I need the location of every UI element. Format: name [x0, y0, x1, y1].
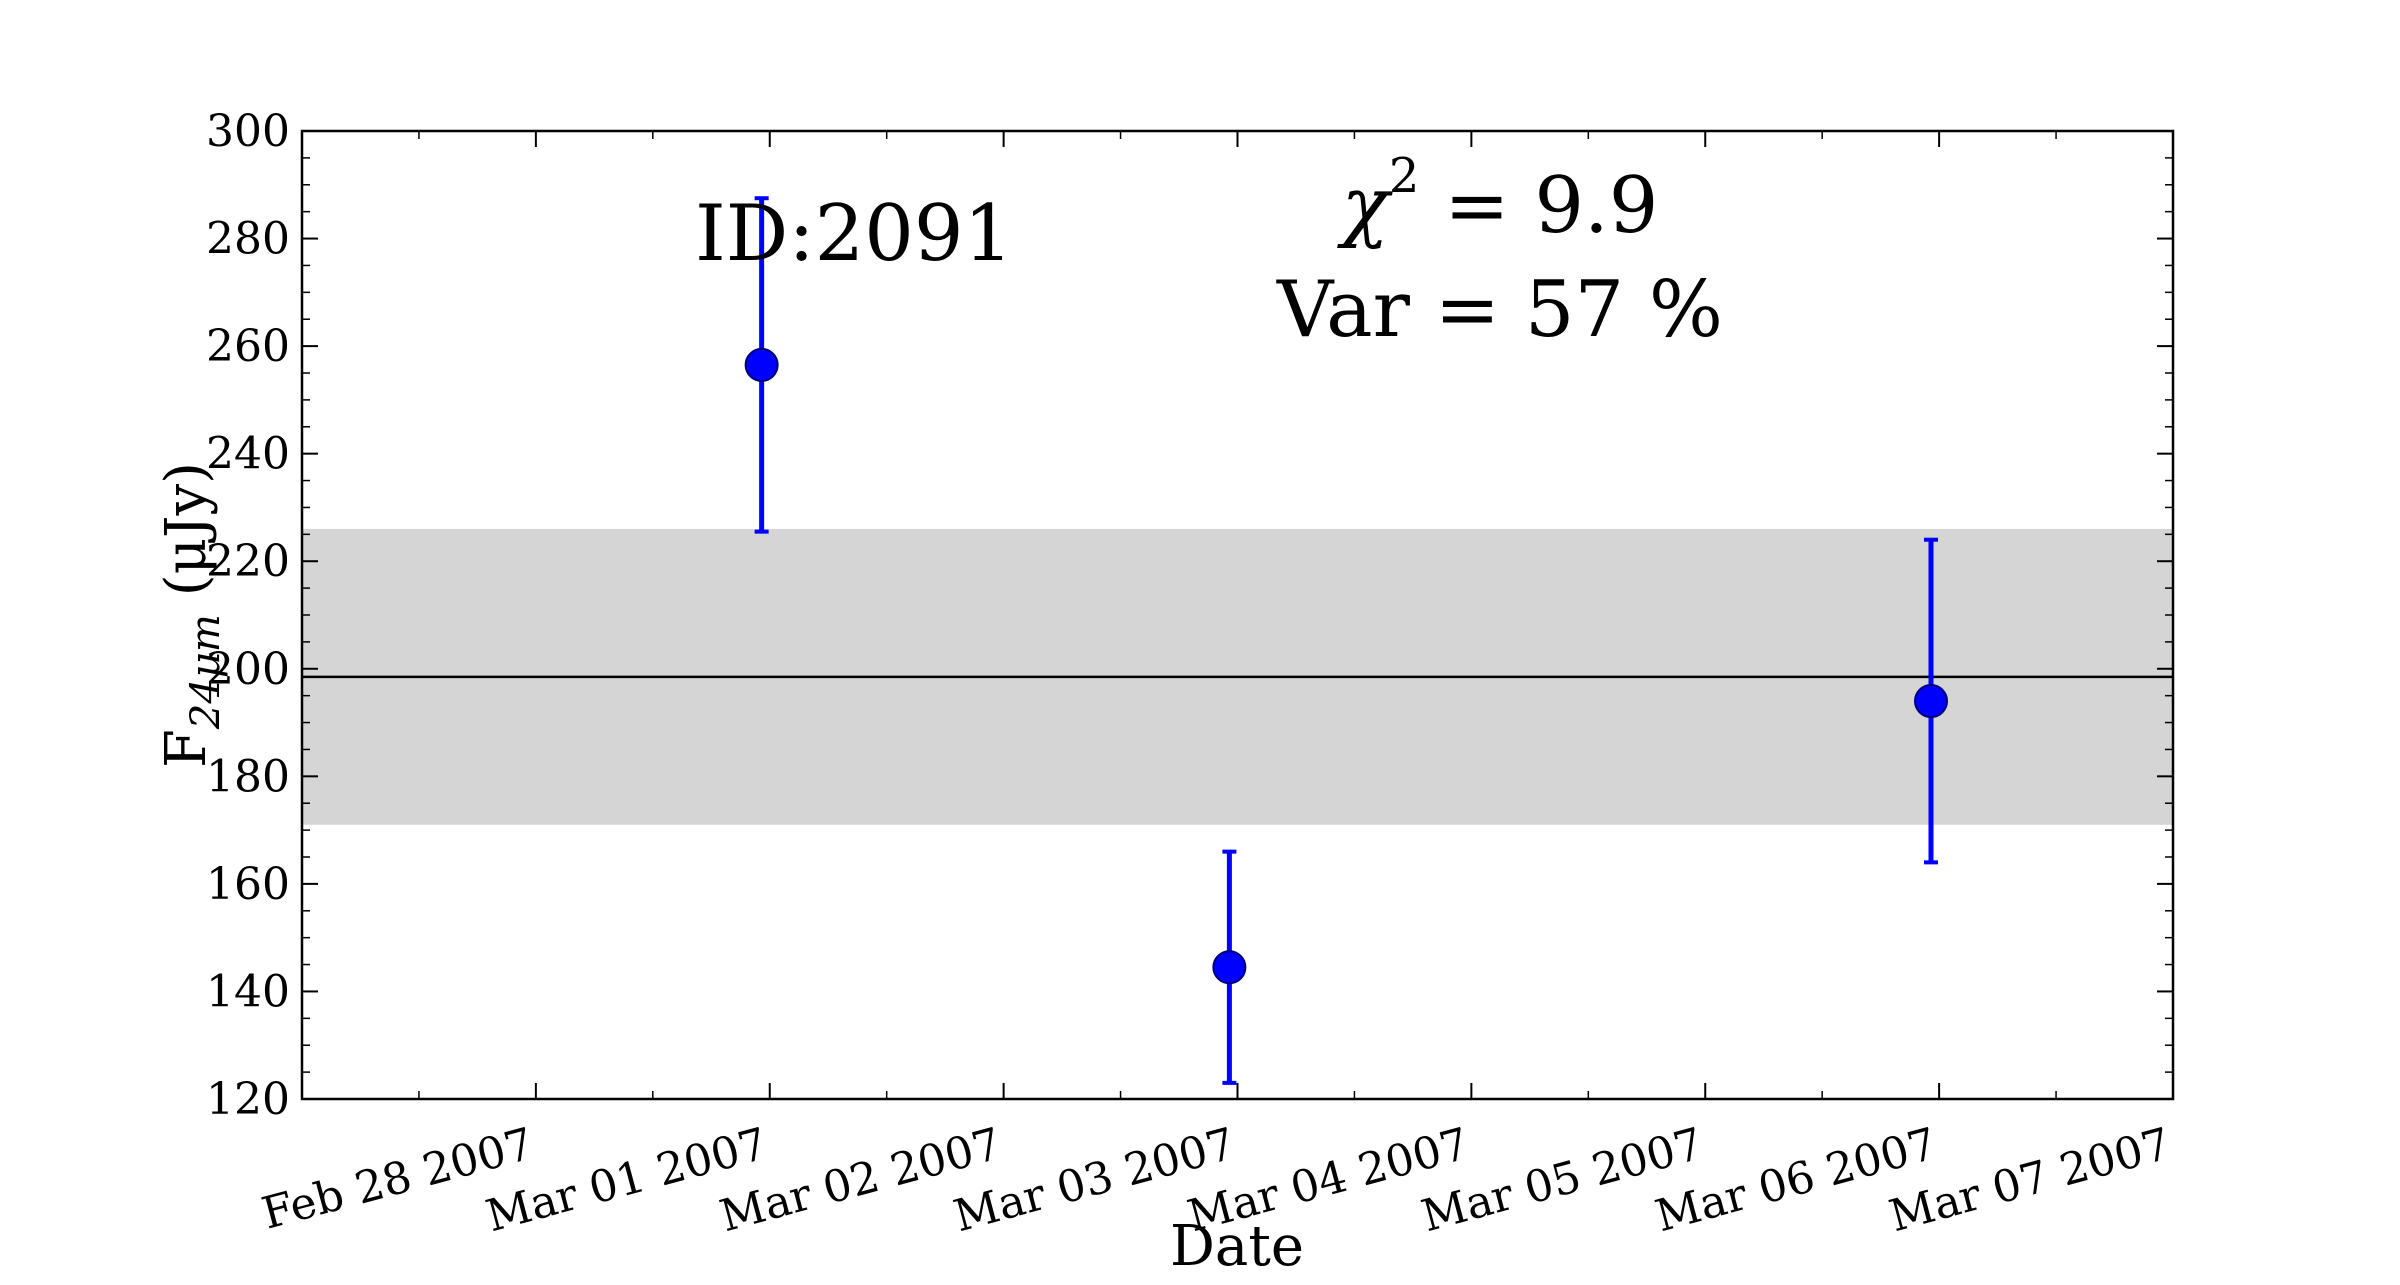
y-tick-label: 300	[206, 106, 290, 157]
y-tick-label: 280	[206, 214, 290, 265]
y-axis-title-base: F	[154, 729, 219, 768]
y-tick-label: 200	[206, 644, 290, 695]
data-point	[1914, 684, 1949, 719]
plot-frame	[300, 129, 2175, 1101]
y-tick-label: 160	[206, 859, 290, 910]
y-axis-title: F24μm (μJy)	[154, 462, 229, 768]
y-tick-label: 180	[206, 751, 290, 802]
variability-label: Var = 57 %	[1276, 265, 1723, 355]
source-id-label: ID:2091	[695, 189, 1013, 279]
y-tick-label: 240	[206, 429, 290, 480]
data-point	[1212, 950, 1247, 985]
y-tick-label: 220	[206, 536, 290, 587]
data-point	[744, 347, 779, 382]
y-tick-label: 120	[206, 1074, 290, 1125]
data-points-layer	[744, 196, 1949, 1085]
chi-symbol: χ	[1337, 161, 1394, 251]
y-axis-title-subscript: 24μm	[183, 614, 229, 730]
chi-exponent: 2	[1389, 148, 1420, 204]
y-axis-title-units: (μJy)	[154, 462, 219, 596]
x-axis-title: Date	[1170, 1214, 1304, 1279]
chi-value: = 9.9	[1419, 161, 1658, 251]
chi-square-label: χ2 = 9.9	[1337, 148, 1659, 251]
y-tick-label: 260	[206, 321, 290, 372]
y-tick-label: 140	[206, 966, 290, 1017]
